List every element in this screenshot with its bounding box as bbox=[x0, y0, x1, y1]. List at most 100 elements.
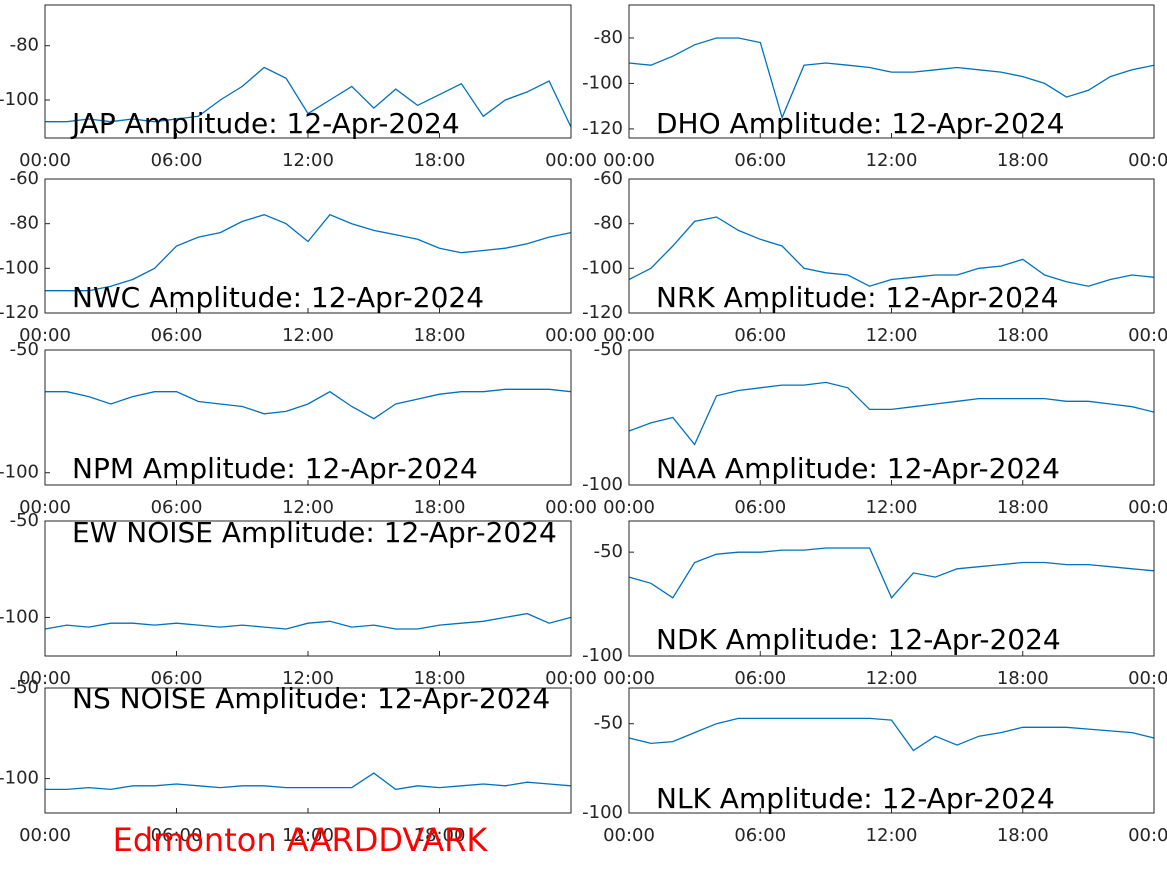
plot-frame bbox=[44, 349, 572, 486]
plot-area bbox=[45, 179, 571, 313]
y-tick-label: -100 bbox=[0, 257, 39, 278]
plot-frame bbox=[628, 4, 1155, 139]
plot-area bbox=[629, 350, 1154, 485]
x-tick-label: 18:00 bbox=[997, 497, 1049, 518]
y-tick-label: -80 bbox=[594, 213, 623, 234]
x-tick-label: 00:00 bbox=[1128, 497, 1167, 518]
x-tick-label: 18:00 bbox=[414, 825, 466, 846]
panel-title: DHO Amplitude: 12-Apr-2024 bbox=[656, 107, 1065, 140]
x-tick-label: 18:00 bbox=[997, 668, 1049, 689]
x-tick-label: 00:00 bbox=[1128, 150, 1167, 171]
panel-title: NDK Amplitude: 12-Apr-2024 bbox=[656, 623, 1061, 656]
y-tick-label: -100 bbox=[0, 89, 39, 110]
y-tick-label: -100 bbox=[0, 768, 39, 789]
panel-title: NWC Amplitude: 12-Apr-2024 bbox=[72, 281, 484, 314]
x-tick-label: 12:00 bbox=[282, 668, 334, 689]
y-tick-label: -100 bbox=[0, 606, 39, 627]
x-tick-label: 12:00 bbox=[282, 825, 334, 846]
amplitude-line bbox=[45, 772, 572, 791]
y-tick-label: -100 bbox=[582, 645, 623, 666]
x-tick-label: 18:00 bbox=[414, 325, 466, 346]
y-tick-label: -50 bbox=[594, 339, 623, 360]
x-tick-label: 06:00 bbox=[151, 497, 203, 518]
x-tick-label: 06:00 bbox=[734, 150, 786, 171]
x-tick-label: 00:00 bbox=[19, 150, 71, 171]
plot-area bbox=[629, 688, 1154, 813]
y-tick-label: -50 bbox=[594, 713, 623, 734]
y-tick-label: -100 bbox=[582, 257, 623, 278]
x-tick-label: 00:00 bbox=[603, 150, 655, 171]
amplitude-line bbox=[45, 388, 572, 420]
plot-frame bbox=[628, 520, 1155, 657]
panel-title: NLK Amplitude: 12-Apr-2024 bbox=[656, 782, 1055, 815]
y-tick-label: -100 bbox=[582, 72, 623, 93]
amplitude-line bbox=[628, 37, 1155, 120]
y-tick-label: -100 bbox=[582, 474, 623, 495]
x-tick-label: 00:00 bbox=[1128, 825, 1167, 846]
x-tick-label: 00:00 bbox=[603, 325, 655, 346]
plot-frame bbox=[628, 178, 1155, 314]
x-tick-label: 00:00 bbox=[603, 825, 655, 846]
x-tick-label: 12:00 bbox=[282, 497, 334, 518]
plot-frame bbox=[628, 687, 1155, 814]
amplitude-line bbox=[628, 216, 1155, 287]
footer: Edmonton AARDDVARK bbox=[113, 821, 489, 859]
x-tick-label: 06:00 bbox=[734, 497, 786, 518]
x-tick-label: 00:00 bbox=[1128, 668, 1167, 689]
plot-frame bbox=[44, 520, 572, 657]
y-tick-label: -60 bbox=[594, 168, 623, 189]
y-tick-label: -80 bbox=[10, 213, 39, 234]
x-tick-label: 00:00 bbox=[545, 497, 597, 518]
x-tick-label: 18:00 bbox=[997, 825, 1049, 846]
x-tick-label: 00:00 bbox=[19, 825, 71, 846]
x-tick-label: 18:00 bbox=[414, 497, 466, 518]
x-tick-label: 18:00 bbox=[997, 150, 1049, 171]
y-tick-label: -120 bbox=[0, 302, 39, 323]
x-tick-label: 06:00 bbox=[734, 825, 786, 846]
x-tick-label: 06:00 bbox=[734, 325, 786, 346]
x-tick-label: 00:00 bbox=[19, 325, 71, 346]
y-tick-label: -100 bbox=[582, 802, 623, 823]
plot-area bbox=[629, 521, 1154, 656]
x-tick-label: 06:00 bbox=[151, 325, 203, 346]
x-tick-label: 06:00 bbox=[151, 668, 203, 689]
plot-area bbox=[45, 688, 571, 813]
amplitude-line bbox=[628, 381, 1155, 446]
x-tick-label: 00:00 bbox=[19, 497, 71, 518]
plot-area bbox=[629, 179, 1154, 313]
y-tick-label: -120 bbox=[582, 118, 623, 139]
x-tick-label: 06:00 bbox=[734, 668, 786, 689]
x-tick-label: 18:00 bbox=[414, 150, 466, 171]
x-tick-label: 12:00 bbox=[866, 825, 918, 846]
amplitude-line bbox=[45, 66, 572, 128]
y-tick-label: -80 bbox=[594, 27, 623, 48]
x-tick-label: 12:00 bbox=[282, 150, 334, 171]
x-tick-label: 18:00 bbox=[997, 325, 1049, 346]
x-tick-label: 12:00 bbox=[866, 497, 918, 518]
amplitude-line bbox=[44, 612, 572, 630]
y-tick-label: -100 bbox=[0, 462, 39, 483]
x-tick-label: 00:00 bbox=[603, 497, 655, 518]
y-tick-label: -50 bbox=[10, 510, 39, 531]
y-tick-label: -80 bbox=[10, 35, 39, 56]
panel-title: NAA Amplitude: 12-Apr-2024 bbox=[656, 452, 1060, 485]
panel-title: EW NOISE Amplitude: 12-Apr-2024 bbox=[72, 516, 557, 549]
plot-area bbox=[45, 350, 571, 485]
x-tick-label: 18:00 bbox=[414, 668, 466, 689]
x-tick-label: 00:00 bbox=[545, 325, 597, 346]
y-tick-label: -120 bbox=[582, 302, 623, 323]
x-tick-label: 00:00 bbox=[1128, 325, 1167, 346]
x-tick-label: 12:00 bbox=[866, 325, 918, 346]
x-tick-label: 12:00 bbox=[866, 150, 918, 171]
plot-frame bbox=[44, 4, 572, 139]
plot-frame bbox=[44, 178, 572, 314]
y-tick-label: -50 bbox=[10, 339, 39, 360]
y-tick-label: -50 bbox=[594, 541, 623, 562]
x-tick-label: 12:00 bbox=[282, 325, 334, 346]
panel-title: NPM Amplitude: 12-Apr-2024 bbox=[72, 452, 478, 485]
x-tick-label: 06:00 bbox=[151, 825, 203, 846]
x-tick-label: 00:00 bbox=[603, 668, 655, 689]
panel-title: NRK Amplitude: 12-Apr-2024 bbox=[656, 281, 1059, 314]
